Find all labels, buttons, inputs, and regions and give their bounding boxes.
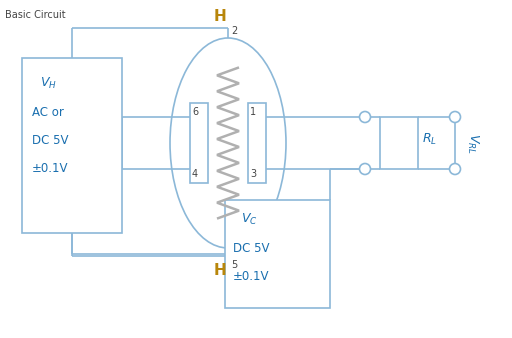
Text: $R_L$: $R_L$: [422, 131, 437, 147]
Ellipse shape: [170, 38, 286, 248]
Text: 4: 4: [192, 169, 198, 179]
Circle shape: [450, 164, 460, 174]
Text: ±0.1V: ±0.1V: [233, 270, 269, 283]
Text: $V_C$: $V_C$: [241, 212, 258, 227]
Text: ±0.1V: ±0.1V: [32, 162, 69, 175]
Text: 1: 1: [250, 107, 256, 117]
Bar: [380, 117, 418, 169]
Text: AC or: AC or: [32, 106, 64, 119]
Text: H: H: [214, 263, 226, 278]
Bar: [225, 200, 330, 308]
Text: DC 5V: DC 5V: [233, 242, 269, 255]
Text: 3: 3: [250, 169, 256, 179]
Text: 5: 5: [231, 260, 237, 270]
Text: $V_H$: $V_H$: [40, 76, 57, 91]
Text: DC 5V: DC 5V: [32, 134, 69, 147]
Circle shape: [450, 112, 460, 122]
Circle shape: [359, 112, 371, 122]
Bar: [248, 103, 266, 183]
Bar: [22, 58, 122, 233]
Text: 2: 2: [231, 26, 237, 36]
Circle shape: [359, 164, 371, 174]
Text: $V_{RL}$: $V_{RL}$: [465, 132, 480, 153]
Text: Basic Circuit: Basic Circuit: [5, 10, 66, 20]
Text: H: H: [214, 9, 226, 24]
Bar: [190, 103, 208, 183]
Text: 6: 6: [192, 107, 198, 117]
